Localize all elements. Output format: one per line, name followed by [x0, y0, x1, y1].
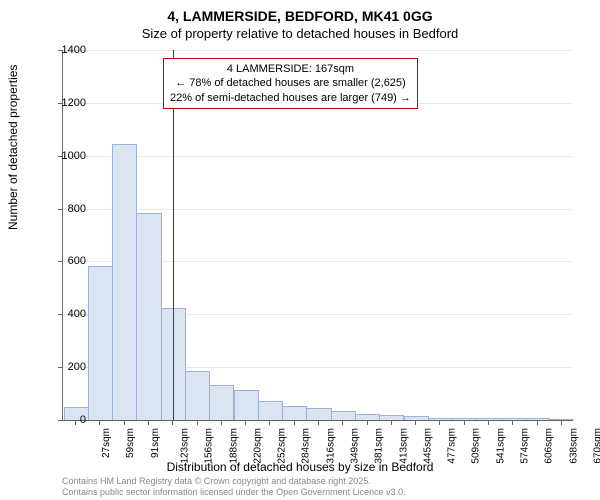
x-tick-label: 574sqm [520, 428, 531, 464]
x-tick-label: 123sqm [180, 428, 191, 464]
x-tick-label: 220sqm [252, 428, 263, 464]
x-tick-label: 91sqm [150, 428, 161, 458]
x-tick-mark [172, 420, 173, 425]
histogram-bar [379, 415, 404, 420]
histogram-bar [88, 266, 113, 420]
x-tick-mark [415, 420, 416, 425]
chart-title-sub: Size of property relative to detached ho… [0, 24, 600, 41]
annotation-box: 4 LAMMERSIDE: 167sqm← 78% of detached ho… [163, 58, 418, 109]
x-tick-mark [464, 420, 465, 425]
x-tick-mark [318, 420, 319, 425]
y-tick-label: 1400 [46, 44, 86, 56]
x-tick-label: 252sqm [277, 428, 288, 464]
x-tick-mark [512, 420, 513, 425]
y-tick-label: 600 [46, 255, 86, 267]
x-tick-mark [269, 420, 270, 425]
gridline [63, 50, 573, 51]
x-tick-mark [245, 420, 246, 425]
x-tick-mark [561, 420, 562, 425]
histogram-bar [185, 371, 210, 420]
histogram-bar [501, 418, 526, 420]
x-tick-label: 670sqm [592, 428, 600, 464]
gridline [63, 209, 573, 210]
y-tick-label: 1200 [46, 97, 86, 109]
chart-title-main: 4, LAMMERSIDE, BEDFORD, MK41 0GG [0, 0, 600, 24]
histogram-bar [331, 411, 356, 420]
histogram-bar [306, 408, 331, 420]
x-tick-mark [221, 420, 222, 425]
x-tick-label: 445sqm [422, 428, 433, 464]
histogram-bar [525, 418, 550, 420]
x-tick-label: 509sqm [471, 428, 482, 464]
histogram-bar [282, 406, 307, 420]
plot-area: 4 LAMMERSIDE: 167sqm← 78% of detached ho… [62, 50, 573, 421]
y-axis-label: Number of detached properties [6, 65, 20, 230]
x-tick-label: 381sqm [374, 428, 385, 464]
attribution: Contains HM Land Registry data © Crown c… [62, 476, 406, 498]
x-tick-mark [124, 420, 125, 425]
x-tick-label: 606sqm [544, 428, 555, 464]
histogram-bar [355, 414, 380, 420]
x-tick-mark [197, 420, 198, 425]
histogram-bar [452, 418, 477, 420]
x-tick-mark [148, 420, 149, 425]
x-tick-label: 59sqm [125, 428, 136, 458]
x-tick-label: 349sqm [350, 428, 361, 464]
y-tick-label: 0 [46, 414, 86, 426]
attribution-line2: Contains public sector information licen… [62, 487, 406, 498]
attribution-line1: Contains HM Land Registry data © Crown c… [62, 476, 406, 487]
x-tick-label: 156sqm [204, 428, 215, 464]
y-tick-label: 200 [46, 361, 86, 373]
x-tick-mark [294, 420, 295, 425]
x-tick-mark [439, 420, 440, 425]
gridline [63, 156, 573, 157]
annotation-line3: 22% of semi-detached houses are larger (… [170, 91, 411, 105]
x-tick-mark [488, 420, 489, 425]
histogram-bar [428, 418, 453, 420]
annotation-line2: ← 78% of detached houses are smaller (2,… [170, 76, 411, 90]
histogram-bar [549, 419, 574, 420]
x-tick-label: 188sqm [228, 428, 239, 464]
y-tick-label: 800 [46, 203, 86, 215]
x-tick-mark [342, 420, 343, 425]
x-tick-label: 638sqm [568, 428, 579, 464]
x-tick-label: 541sqm [495, 428, 506, 464]
histogram-bar [258, 401, 283, 421]
x-tick-label: 477sqm [447, 428, 458, 464]
histogram-bar [234, 390, 259, 420]
x-tick-mark [367, 420, 368, 425]
y-tick-label: 400 [46, 308, 86, 320]
histogram-bar [112, 144, 137, 420]
chart-container: 4, LAMMERSIDE, BEDFORD, MK41 0GG Size of… [0, 0, 600, 500]
x-tick-label: 284sqm [301, 428, 312, 464]
x-tick-mark [537, 420, 538, 425]
x-tick-label: 413sqm [398, 428, 409, 464]
x-tick-label: 316sqm [325, 428, 336, 464]
x-tick-mark [99, 420, 100, 425]
x-tick-label: 27sqm [101, 428, 112, 458]
annotation-line1: 4 LAMMERSIDE: 167sqm [170, 62, 411, 76]
y-tick-label: 1000 [46, 150, 86, 162]
histogram-bar [136, 213, 161, 420]
x-tick-mark [391, 420, 392, 425]
histogram-bar [209, 385, 234, 420]
